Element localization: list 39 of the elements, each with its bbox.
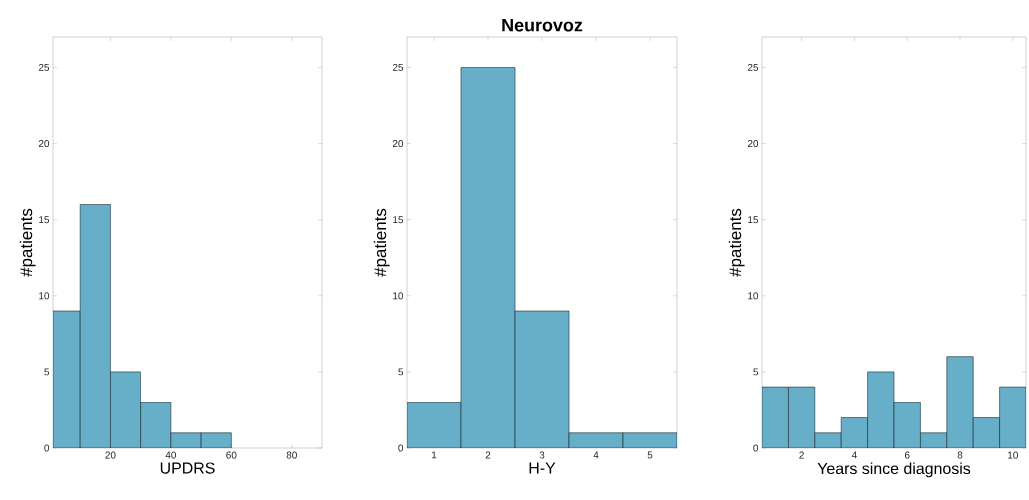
chart-title: Neurovoz — [502, 18, 583, 32]
x-axis-title: Years since diagnosis — [817, 462, 971, 478]
x-tick-label: 2 — [799, 451, 804, 459]
y-tick-label: 25 — [38, 63, 50, 71]
y-tick-label: 0 — [753, 444, 759, 452]
y-tick-label: 10 — [748, 292, 759, 300]
y-tick-label: 0 — [44, 444, 50, 452]
y-tick-label: 5 — [44, 368, 50, 376]
y-tick-label: 15 — [39, 216, 50, 224]
y-tick-label: 15 — [393, 216, 404, 224]
x-tick-label: 3 — [539, 451, 545, 459]
x-axis-title: UPDRS — [160, 462, 215, 474]
y-axis-title: #patients — [373, 208, 390, 277]
x-tick-label: 8 — [957, 451, 963, 459]
y-tick-label: 25 — [392, 63, 404, 71]
x-tick-label: 80 — [286, 451, 297, 459]
y-tick-label: 20 — [392, 140, 404, 148]
y-tick-label: 25 — [747, 63, 759, 71]
x-tick-label: 6 — [904, 451, 910, 459]
y-tick-label: 5 — [753, 368, 759, 376]
x-tick-label: 5 — [647, 451, 653, 459]
x-tick-label: 2 — [485, 451, 491, 459]
y-tick-label: 20 — [38, 140, 50, 148]
x-axis-title: H-Y — [529, 462, 556, 474]
x-tick-label: 40 — [165, 451, 177, 459]
y-tick-label: 5 — [398, 368, 404, 376]
y-tick-label: 10 — [393, 292, 404, 300]
x-tick-label: 4 — [593, 451, 599, 459]
y-axis-title: #patients — [19, 208, 36, 277]
x-tick-label: 1 — [432, 451, 437, 459]
y-tick-label: 0 — [398, 444, 404, 452]
y-tick-label: 15 — [748, 216, 759, 224]
x-tick-label: 10 — [1008, 451, 1018, 459]
y-tick-label: 10 — [39, 292, 50, 300]
y-axis-title: #patients — [728, 208, 745, 277]
x-tick-label: 20 — [105, 451, 116, 459]
x-tick-label: 60 — [226, 451, 237, 459]
x-tick-label: 4 — [851, 451, 857, 459]
y-tick-label: 20 — [747, 140, 759, 148]
